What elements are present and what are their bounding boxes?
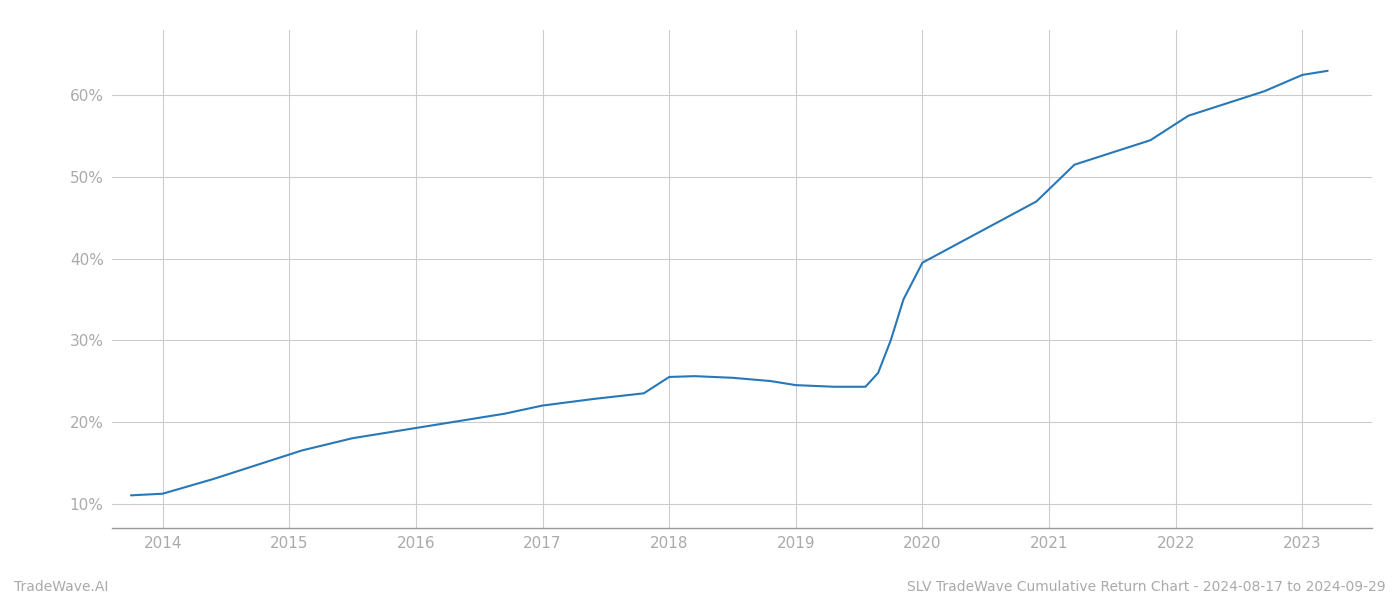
Text: SLV TradeWave Cumulative Return Chart - 2024-08-17 to 2024-09-29: SLV TradeWave Cumulative Return Chart - … [907,580,1386,594]
Text: TradeWave.AI: TradeWave.AI [14,580,108,594]
